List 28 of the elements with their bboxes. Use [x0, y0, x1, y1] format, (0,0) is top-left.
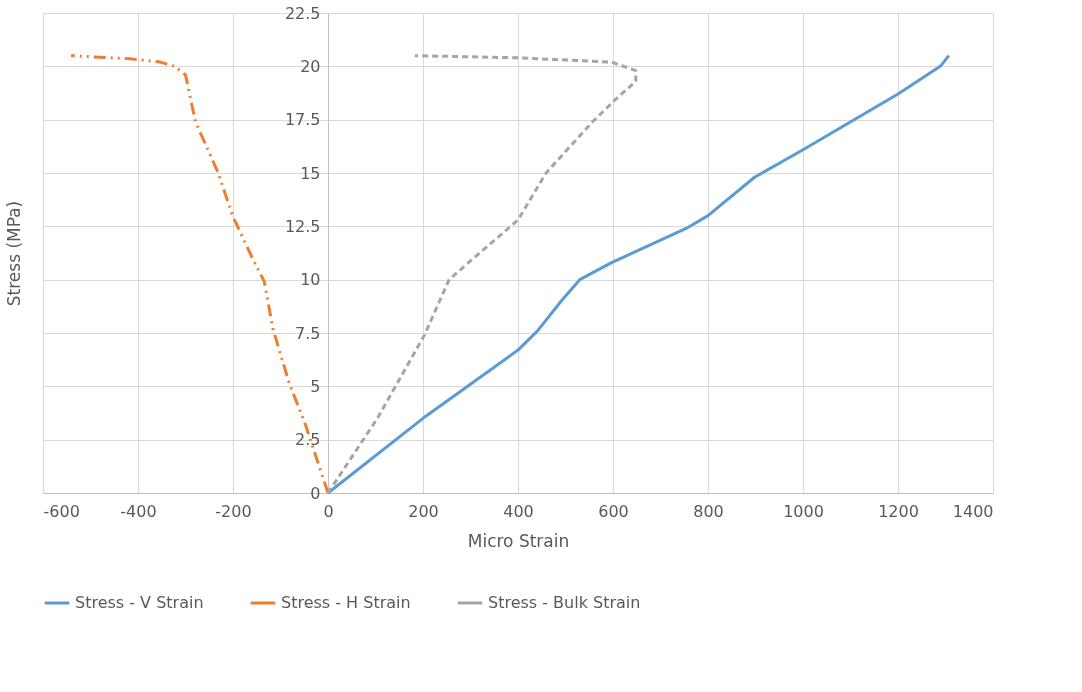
- x-tick-label: 600: [598, 501, 629, 521]
- x-tick-label: 1000: [783, 501, 824, 521]
- x-axis-title: Micro Strain: [467, 530, 570, 551]
- y-tick-label: 17.5: [284, 110, 321, 130]
- y-tick-label: 20: [300, 56, 321, 76]
- x-tick-label: 1200: [878, 501, 919, 521]
- x-tick-label: -200: [215, 501, 252, 521]
- legend-label: Stress - H Strain: [281, 593, 411, 612]
- line-series: [326, 54, 951, 495]
- y-tick-label: 7.5: [295, 323, 321, 343]
- x-tick-label: 1400: [952, 501, 994, 521]
- legend-label: Stress - Bulk Strain: [488, 593, 641, 612]
- y-axis-title: Stress (MPa): [3, 200, 24, 307]
- x-tick-label: -400: [120, 501, 157, 521]
- x-tick-label: -600: [43, 501, 80, 521]
- x-tick-label: 400: [503, 501, 534, 521]
- y-tick-label: 15: [300, 163, 321, 183]
- y-tick-label: 10: [300, 270, 321, 290]
- y-tick-label: 0: [310, 483, 321, 503]
- y-tick-label: 12.5: [284, 216, 321, 236]
- line-series: [326, 54, 638, 495]
- y-tick-label: 22.5: [284, 3, 321, 23]
- y-tick-label: 5: [310, 376, 321, 396]
- legend-label: Stress - V Strain: [75, 593, 204, 612]
- x-tick-label: 0: [323, 501, 334, 521]
- x-tick-label: 800: [693, 501, 724, 521]
- y-tick-label: 2.5: [295, 430, 321, 450]
- x-tick-label: 200: [408, 501, 439, 521]
